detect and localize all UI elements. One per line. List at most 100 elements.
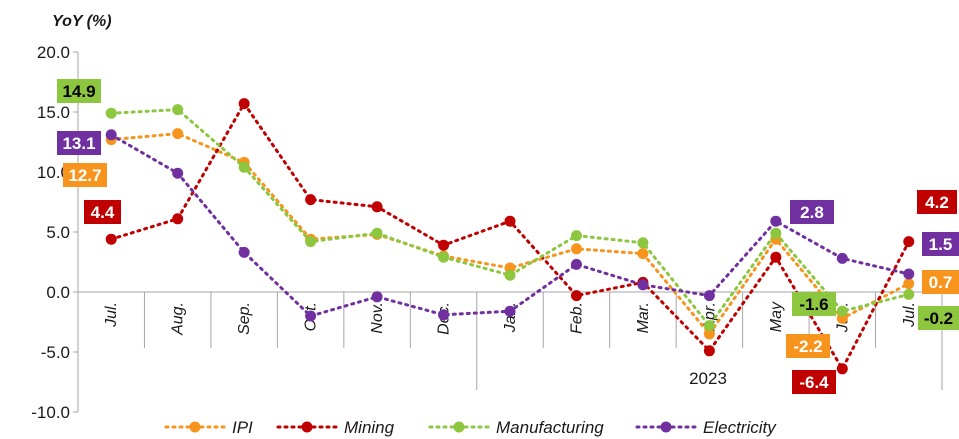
data-point: [105, 129, 117, 141]
series-electricity: [105, 129, 915, 322]
data-point: [504, 269, 516, 281]
data-point: [836, 252, 848, 264]
data-point: [438, 309, 450, 321]
callout-label: 12.7: [68, 166, 101, 185]
callout-electricity: 13.1: [57, 131, 101, 155]
callout-box: [57, 131, 101, 155]
data-point: [703, 320, 715, 332]
x-tick-label: Aug.: [170, 302, 187, 336]
data-point: [438, 239, 450, 251]
callout-ipi: -2.2: [786, 334, 830, 358]
callout-box: [917, 190, 957, 214]
callout-box: [57, 79, 101, 103]
data-point: [305, 236, 317, 248]
callout-box: [63, 163, 107, 187]
data-point: [172, 167, 184, 179]
data-point: [105, 233, 117, 245]
callout-mining: 4.2: [917, 190, 957, 214]
callout-ipi: 12.7: [63, 163, 107, 187]
data-point: [371, 201, 383, 213]
data-point: [637, 237, 649, 249]
callout-box: [790, 200, 834, 224]
x-tick-label: Jul.: [901, 302, 918, 328]
series-manufacturing: [105, 104, 915, 332]
callout-box: [922, 270, 959, 294]
data-point: [105, 107, 117, 119]
callout-box: [792, 370, 836, 394]
callout-label: 13.1: [62, 134, 95, 153]
data-point: [836, 363, 848, 375]
data-point: [504, 215, 516, 227]
y-tick-label: 20.0: [37, 43, 70, 62]
data-point: [172, 213, 184, 225]
data-callouts: 14.9 13.1 12.7 4.4 2.8 -1.6 -2.2 -6.4 4.2 1.5 0.7 -…: [57, 79, 959, 394]
x-tick-labels: Jul.Aug.Sep.Oct.Nov.Dec.Jan.Feb.Mar.Apr.…: [103, 301, 918, 336]
x-tick-label: Feb.: [568, 302, 585, 334]
legend-marker: [660, 421, 672, 433]
data-point: [770, 251, 782, 263]
y-tick-label: 10.0: [37, 163, 70, 182]
callout-manufacturing: -0.2: [918, 306, 959, 330]
callout-label: 4.2: [925, 193, 949, 212]
data-point: [172, 128, 184, 140]
callout-box: [786, 334, 830, 358]
y-tick-label: 0.0: [46, 283, 70, 302]
callout-label: -6.4: [799, 373, 829, 392]
callout-label: -2.2: [793, 337, 822, 356]
legend: IPI Mining Manufacturing Electricity: [164, 418, 777, 437]
x-tick-label: May: [768, 301, 785, 332]
callout-box: [922, 232, 959, 256]
data-point: [703, 328, 715, 340]
data-point: [371, 291, 383, 303]
data-point: [305, 310, 317, 322]
legend-item-mining: Mining: [276, 418, 395, 437]
data-point: [836, 305, 848, 317]
callout-ipi: 0.7: [922, 270, 959, 294]
callout-label: 4.4: [91, 203, 115, 222]
callout-label: 2.8: [800, 203, 824, 222]
legend-item-electricity: Electricity: [635, 418, 777, 437]
callout-label: 14.9: [62, 82, 95, 101]
legend-marker: [301, 421, 313, 433]
data-point: [570, 243, 582, 255]
callout-label: 1.5: [929, 235, 953, 254]
data-point: [770, 215, 782, 227]
data-point: [703, 290, 715, 302]
legend-label: Mining: [344, 418, 395, 437]
series-layer: [105, 98, 915, 375]
y-tick-label: 5.0: [46, 223, 70, 242]
callout-mining: -6.4: [792, 370, 836, 394]
legend-label: Manufacturing: [496, 418, 604, 437]
y-tick-label: -10.0: [31, 403, 70, 422]
callout-box: [792, 292, 836, 316]
data-point: [238, 161, 250, 173]
data-point: [504, 305, 516, 317]
y-tick-label: 15.0: [37, 103, 70, 122]
data-point: [903, 278, 915, 290]
callout-electricity: 2.8: [790, 200, 834, 224]
y-tick-labels: 20.0 15.0 10.0 5.0 0.0 -5.0 -10.0: [31, 43, 70, 422]
legend-marker: [453, 421, 465, 433]
year-label: 2023: [689, 369, 727, 388]
callout-electricity: 1.5: [922, 232, 959, 256]
callout-box: [918, 306, 959, 330]
callout-manufacturing: 14.9: [57, 79, 101, 103]
data-point: [570, 230, 582, 242]
data-point: [770, 227, 782, 239]
series-mining: [105, 98, 915, 375]
x-tick-label: Mar.: [635, 302, 652, 333]
data-point: [371, 227, 383, 239]
callout-manufacturing: -1.6: [792, 292, 836, 316]
legend-item-manufacturing: Manufacturing: [428, 418, 604, 437]
data-point: [637, 279, 649, 291]
callout-label: -1.6: [799, 295, 828, 314]
callout-label: 0.7: [929, 273, 953, 292]
data-point: [570, 290, 582, 302]
y-tick-label: -5.0: [41, 343, 70, 362]
data-point: [637, 248, 649, 260]
data-point: [703, 345, 715, 357]
x-tick-label: Sep.: [236, 302, 253, 335]
data-point: [903, 288, 915, 300]
